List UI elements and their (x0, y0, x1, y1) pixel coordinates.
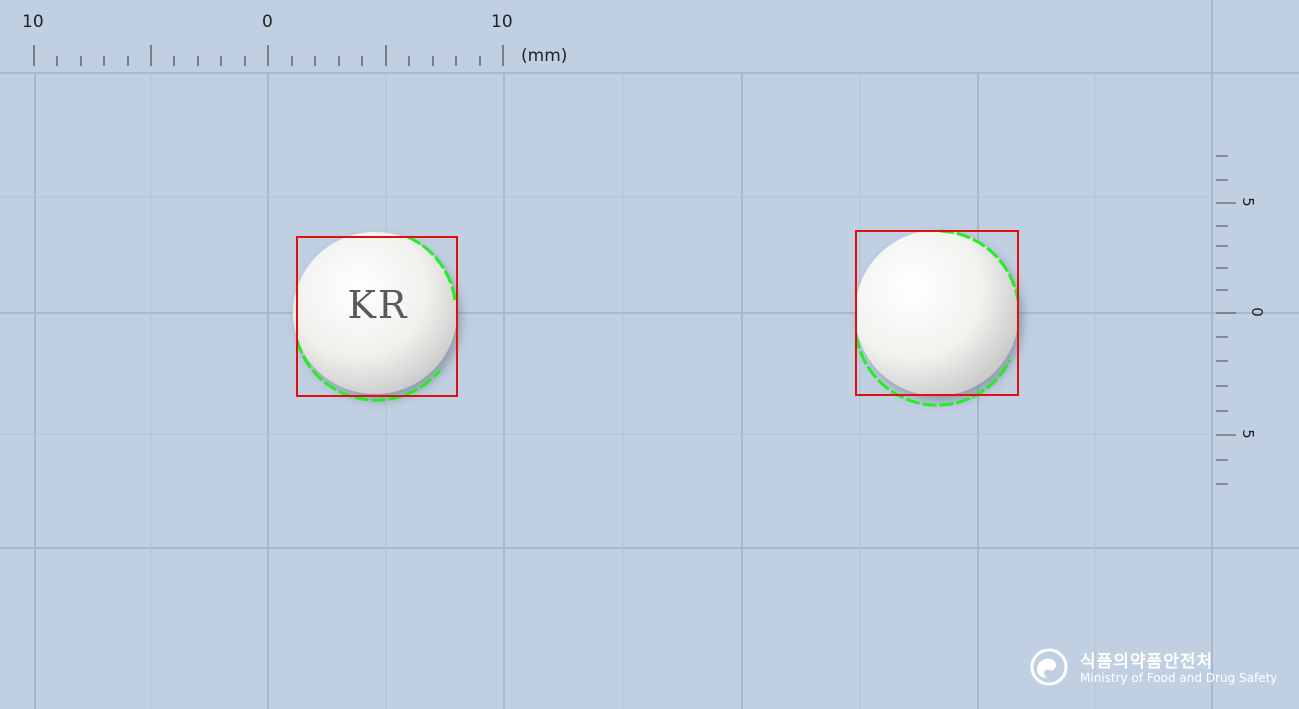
pill-back (854, 229, 1020, 407)
contour-line (939, 229, 1020, 301)
watermark-korean: 식품의약품안전처 (1080, 652, 1214, 672)
side-ruler-label: 5 (1238, 429, 1257, 439)
mfds-emblem-icon (1030, 648, 1068, 686)
contour-line (854, 334, 1012, 407)
contour-line (407, 235, 457, 301)
top-ruler-label: 10 (22, 12, 44, 32)
side-ruler-label: 5 (1238, 197, 1257, 207)
bounding-box (296, 236, 458, 397)
pill-imprint: KR (348, 283, 409, 327)
contour-line (295, 339, 442, 402)
bounding-box (855, 230, 1019, 396)
side-ruler-ticks (1216, 155, 1236, 485)
top-ruler-label: 10 (491, 12, 513, 32)
watermark-english: Ministry of Food and Drug Safety (1080, 671, 1278, 685)
ruler-unit: (mm) (521, 46, 568, 66)
mfds-watermark: 식품의약품안전처 Ministry of Food and Drug Safet… (1030, 645, 1290, 695)
side-ruler-label: 0 (1247, 307, 1266, 317)
top-ruler-label: 0 (262, 12, 273, 32)
pill-front: KR (293, 232, 458, 402)
background-grid-minor (0, 73, 1212, 709)
top-ruler-ticks (33, 45, 504, 66)
